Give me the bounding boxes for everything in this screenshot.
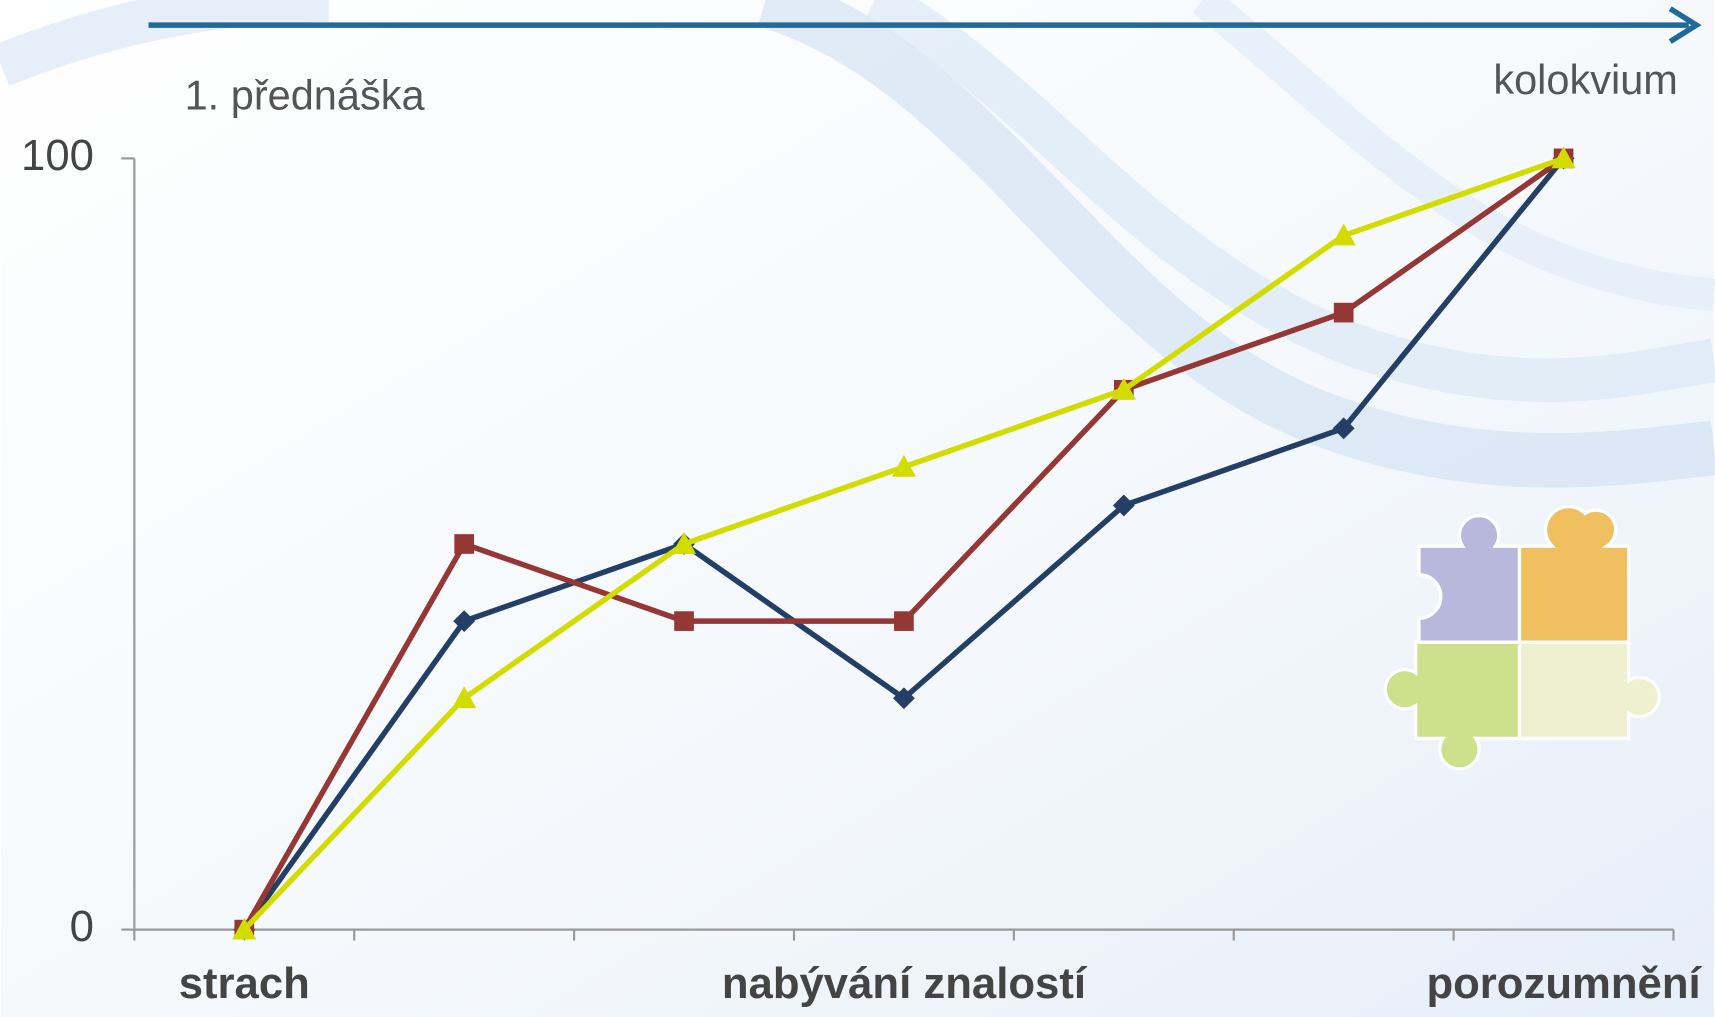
- marker: [1334, 303, 1354, 323]
- marker: [894, 611, 914, 631]
- x-tick-label: nabývání znalostí: [722, 959, 1088, 1008]
- marker: [454, 534, 474, 554]
- x-tick-label: strach: [179, 959, 310, 1008]
- annotation-start: 1. přednáška: [185, 71, 426, 118]
- annotation-end: kolokvium: [1493, 56, 1678, 103]
- marker: [674, 611, 694, 631]
- x-tick-label: porozumnění: [1426, 959, 1702, 1008]
- background: [1, 0, 1714, 1017]
- page: 1. přednáška kolokvium 0 100 strach nabýván…: [0, 0, 1715, 1017]
- y-tick-label: 100: [21, 131, 94, 180]
- puzzle-icon: [1385, 507, 1659, 769]
- y-tick-label: 0: [70, 902, 94, 951]
- chart: 1. přednáška kolokvium 0 100 strach nabýván…: [0, 0, 1715, 1017]
